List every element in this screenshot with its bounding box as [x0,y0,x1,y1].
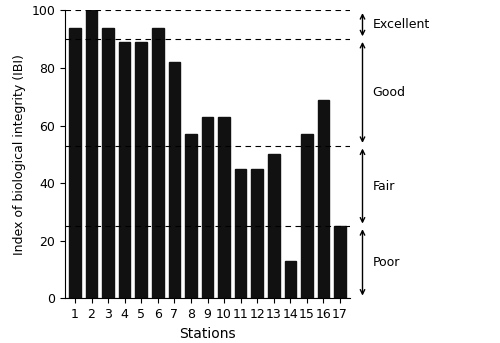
Bar [334,226,346,298]
Bar [202,117,213,298]
Bar [119,42,130,298]
Bar [268,154,280,298]
Text: Good: Good [372,86,406,99]
Bar [69,27,80,298]
Bar [102,27,114,298]
Bar [301,134,312,298]
Y-axis label: Index of biological integrity (IBI): Index of biological integrity (IBI) [13,54,26,255]
X-axis label: Stations: Stations [179,327,236,341]
Bar [284,261,296,298]
Bar [218,117,230,298]
Bar [136,42,147,298]
Bar [168,62,180,298]
Bar [252,169,263,298]
Text: Fair: Fair [372,179,395,192]
Bar [235,169,246,298]
Bar [318,99,330,298]
Bar [185,134,196,298]
Bar [152,27,164,298]
Text: Poor: Poor [372,256,400,269]
Text: Excellent: Excellent [372,18,430,31]
Bar [86,10,98,298]
